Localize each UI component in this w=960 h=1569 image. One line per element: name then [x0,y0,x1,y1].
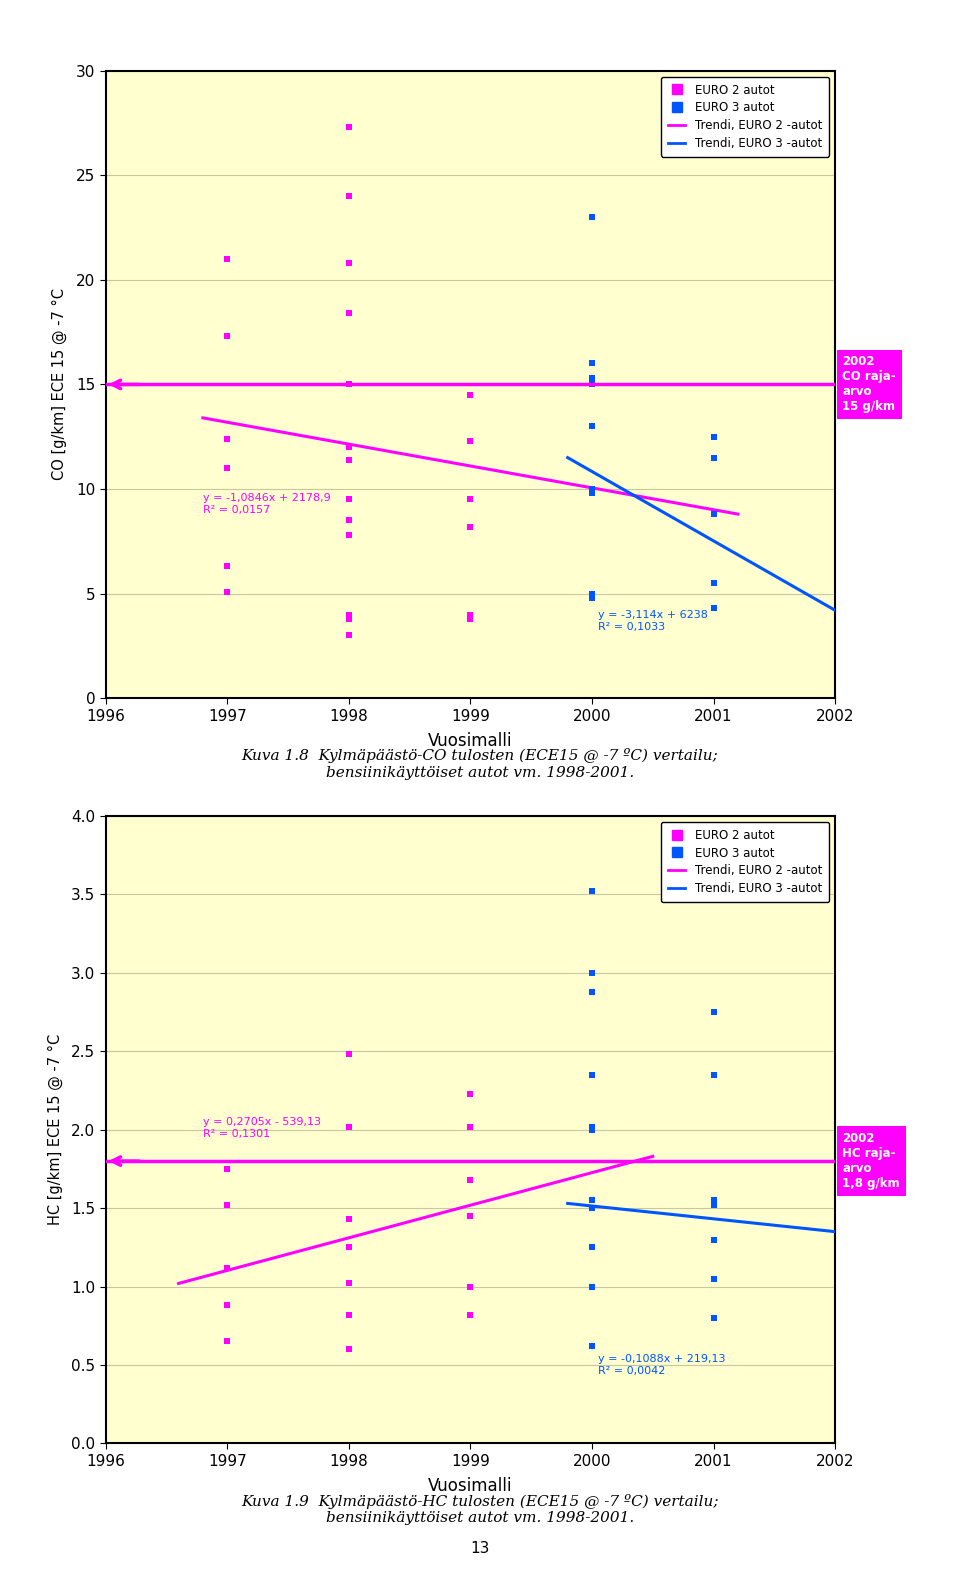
Y-axis label: CO [g/km] ECE 15 @ -7 °C: CO [g/km] ECE 15 @ -7 °C [52,289,67,480]
X-axis label: Vuosimalli: Vuosimalli [428,1478,513,1495]
Legend: EURO 2 autot, EURO 3 autot, Trendi, EURO 2 -autot, Trendi, EURO 3 -autot: EURO 2 autot, EURO 3 autot, Trendi, EURO… [660,77,829,157]
Text: y = -0,1088x + 219,13
R² = 0,0042: y = -0,1088x + 219,13 R² = 0,0042 [598,1354,726,1376]
Text: Kuva 1.9  Kylmäpäästö-HC tulosten (ECE15 @ -7 ºC) vertailu;
bensiinikäyttöiset a: Kuva 1.9 Kylmäpäästö-HC tulosten (ECE15 … [241,1494,719,1525]
Text: Kuva 1.8  Kylmäpäästö-CO tulosten (ECE15 @ -7 ºC) vertailu;
bensiinikäyttöiset a: Kuva 1.8 Kylmäpäästö-CO tulosten (ECE15 … [242,748,718,780]
Text: 13: 13 [470,1541,490,1556]
Y-axis label: HC [g/km] ECE 15 @ -7 °C: HC [g/km] ECE 15 @ -7 °C [47,1034,62,1225]
X-axis label: Vuosimalli: Vuosimalli [428,733,513,750]
Text: 2002
CO raja-
arvo
15 g/km: 2002 CO raja- arvo 15 g/km [843,356,896,413]
Text: y = 0,2705x - 539,13
R² = 0,1301: y = 0,2705x - 539,13 R² = 0,1301 [203,1117,321,1139]
Text: y = -3,114x + 6238
R² = 0,1033: y = -3,114x + 6238 R² = 0,1033 [598,610,708,632]
Text: y = -1,0846x + 2178,9
R² = 0,0157: y = -1,0846x + 2178,9 R² = 0,0157 [203,493,330,515]
Text: 2002
HC raja-
arvo
1,8 g/km: 2002 HC raja- arvo 1,8 g/km [843,1133,900,1189]
Legend: EURO 2 autot, EURO 3 autot, Trendi, EURO 2 -autot, Trendi, EURO 3 -autot: EURO 2 autot, EURO 3 autot, Trendi, EURO… [660,822,829,902]
